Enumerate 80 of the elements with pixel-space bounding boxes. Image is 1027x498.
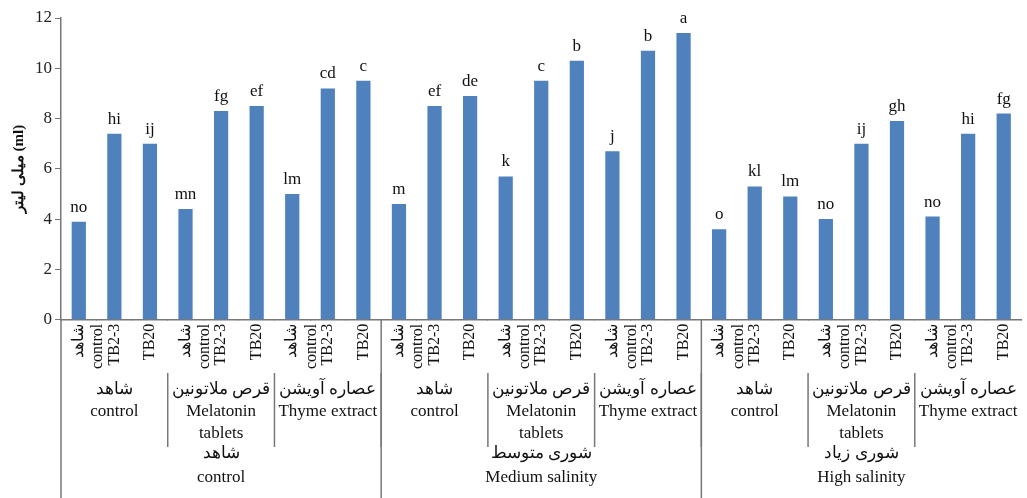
bar xyxy=(213,111,229,320)
bar xyxy=(427,105,442,320)
data-label: o xyxy=(714,204,724,224)
bar xyxy=(320,88,335,320)
data-label: ij xyxy=(145,118,155,138)
x-tick-label: TB20 xyxy=(780,323,798,361)
data-label: fg xyxy=(214,85,229,105)
data-label: de xyxy=(462,70,479,90)
x-tick-label: TB20 xyxy=(887,323,905,361)
x-tick-label: TB2-3 xyxy=(744,323,762,366)
bar xyxy=(356,80,371,320)
data-label: lm xyxy=(781,171,800,191)
bar xyxy=(712,229,727,320)
bar xyxy=(996,113,1011,320)
y-tick-label: 10 xyxy=(35,57,52,77)
bar xyxy=(462,95,478,320)
y-tick-label: 2 xyxy=(43,258,52,278)
data-label: k xyxy=(501,151,511,171)
data-label: ij xyxy=(856,118,867,138)
data-label: cd xyxy=(319,63,337,83)
data-label: ef xyxy=(427,80,442,100)
data-label: no xyxy=(924,191,942,211)
x-tick-label: TB20 xyxy=(567,323,585,361)
bar xyxy=(747,186,762,320)
data-label: hi xyxy=(107,108,122,128)
x-tick-label: TB20 xyxy=(993,323,1011,361)
x-tick-label: TB20 xyxy=(140,323,158,361)
x-tick-label: TB2-3 xyxy=(318,323,336,366)
x-tick-label: TB20 xyxy=(353,323,371,361)
bar xyxy=(889,121,905,320)
data-label: gh xyxy=(888,96,906,116)
data-label: j xyxy=(609,126,615,146)
bar xyxy=(569,60,584,320)
y-tick-label: 0 xyxy=(43,309,52,329)
y-axis-title: میلی لیتر (ml) xyxy=(9,124,27,214)
y-tick-label: 6 xyxy=(43,158,52,178)
bar xyxy=(854,143,869,320)
x-tick-label: TB2-3 xyxy=(531,323,549,366)
data-label: mn xyxy=(174,184,197,204)
bar xyxy=(178,209,193,320)
bar xyxy=(498,176,513,320)
data-label: c xyxy=(537,55,546,75)
x-tick-label: TB20 xyxy=(460,323,478,361)
bar xyxy=(391,204,407,320)
bar xyxy=(783,196,798,320)
bar xyxy=(249,105,264,320)
bar xyxy=(142,143,158,320)
x-tick-label: TB2-3 xyxy=(638,323,656,366)
y-tick-label: 4 xyxy=(43,208,53,228)
bar xyxy=(640,50,656,320)
bar xyxy=(605,151,620,320)
data-label: ef xyxy=(250,80,264,100)
data-label: m xyxy=(392,179,406,198)
bar xyxy=(925,216,940,320)
x-tick-label: TB2-3 xyxy=(104,323,122,366)
y-tick-label: 12 xyxy=(35,7,52,27)
data-label: lm xyxy=(283,168,302,188)
data-label: kl xyxy=(748,161,762,181)
bar xyxy=(71,221,86,320)
data-label: hi xyxy=(961,108,976,128)
bar xyxy=(818,219,833,320)
data-label: b xyxy=(643,25,653,45)
data-label: c xyxy=(359,55,368,75)
x-tick-label: TB2-3 xyxy=(211,323,229,366)
bar xyxy=(676,33,691,320)
bar xyxy=(961,133,976,320)
bar xyxy=(285,193,300,320)
x-tick-label: TB2-3 xyxy=(424,323,442,366)
data-label: fg xyxy=(996,88,1012,108)
data-label: no xyxy=(70,196,88,216)
data-label: b xyxy=(572,35,582,55)
x-tick-label: TB2-3 xyxy=(958,323,976,366)
bar xyxy=(534,80,549,320)
data-label: no xyxy=(817,194,835,214)
bar xyxy=(107,133,122,320)
x-tick-label: TB20 xyxy=(673,323,691,361)
x-tick-label: TB20 xyxy=(246,323,264,361)
x-tick-label: TB2-3 xyxy=(851,323,869,366)
data-label: a xyxy=(679,8,688,28)
y-tick-label: 8 xyxy=(43,108,52,128)
